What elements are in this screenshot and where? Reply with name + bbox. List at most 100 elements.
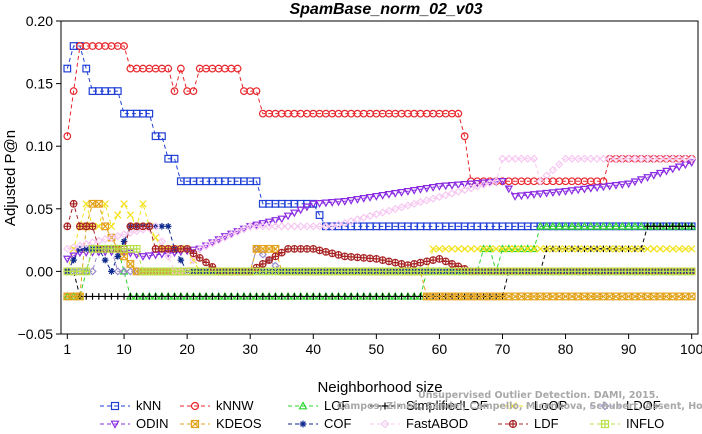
data-point bbox=[340, 252, 349, 261]
data-point bbox=[365, 194, 375, 202]
data-point bbox=[416, 186, 425, 194]
data-point bbox=[573, 221, 583, 230]
data-point bbox=[171, 293, 178, 300]
data-point bbox=[227, 293, 235, 300]
data-point bbox=[643, 174, 652, 182]
data-point bbox=[460, 185, 469, 195]
data-point bbox=[384, 206, 394, 215]
data-point bbox=[441, 245, 450, 253]
data-point bbox=[290, 209, 299, 218]
legend-marker bbox=[298, 401, 308, 410]
data-point bbox=[644, 223, 651, 230]
data-point bbox=[517, 154, 526, 163]
data-point bbox=[63, 244, 72, 254]
data-point bbox=[586, 154, 595, 163]
data-point bbox=[422, 196, 431, 205]
legend-label: LDF bbox=[534, 416, 559, 431]
data-point bbox=[688, 223, 695, 230]
data-point bbox=[139, 293, 147, 300]
data-point bbox=[611, 154, 621, 163]
x-tick-label: 40 bbox=[305, 341, 321, 357]
data-point bbox=[308, 200, 318, 209]
data-point bbox=[378, 208, 387, 217]
legend-marker bbox=[600, 419, 610, 429]
data-point bbox=[460, 267, 469, 276]
data-point bbox=[555, 245, 563, 253]
data-point bbox=[592, 221, 602, 230]
data-point bbox=[466, 180, 476, 189]
data-point bbox=[378, 192, 387, 200]
data-point bbox=[650, 245, 658, 253]
x-tick-label: 100 bbox=[680, 341, 702, 357]
data-point bbox=[296, 206, 305, 215]
x-tick-label: 90 bbox=[621, 341, 637, 357]
data-point bbox=[138, 253, 148, 261]
data-point bbox=[510, 154, 520, 163]
data-point bbox=[101, 256, 109, 264]
data-point bbox=[265, 293, 273, 300]
data-point bbox=[554, 221, 564, 230]
data-point bbox=[132, 222, 141, 231]
plot-frame bbox=[60, 20, 699, 335]
data-point bbox=[76, 292, 84, 301]
data-point bbox=[239, 224, 249, 234]
data-point bbox=[88, 267, 97, 276]
x-tick-label: 50 bbox=[369, 341, 385, 357]
data-point bbox=[151, 251, 160, 260]
data-point bbox=[366, 293, 374, 300]
data-point bbox=[687, 267, 696, 276]
data-point bbox=[454, 109, 463, 118]
data-point bbox=[656, 245, 664, 253]
data-point bbox=[353, 215, 362, 224]
data-point bbox=[548, 221, 558, 230]
data-point bbox=[605, 245, 614, 253]
data-point bbox=[151, 244, 160, 253]
data-point bbox=[416, 197, 425, 207]
data-point bbox=[108, 268, 115, 275]
data-point bbox=[548, 165, 558, 175]
data-point bbox=[101, 222, 110, 231]
data-point bbox=[327, 199, 337, 207]
data-point bbox=[416, 258, 425, 267]
legend-marker bbox=[380, 419, 390, 429]
data-point bbox=[599, 245, 608, 253]
data-point bbox=[631, 245, 639, 253]
data-point bbox=[447, 189, 457, 198]
data-point bbox=[108, 293, 115, 300]
legend-marker bbox=[190, 401, 200, 411]
data-point bbox=[359, 195, 369, 203]
data-point bbox=[303, 244, 311, 253]
data-point bbox=[126, 222, 135, 231]
data-point bbox=[189, 87, 198, 96]
data-point bbox=[100, 235, 110, 244]
data-point bbox=[656, 223, 664, 230]
data-point bbox=[473, 245, 481, 253]
data-point bbox=[466, 184, 476, 193]
data-point bbox=[504, 185, 514, 194]
data-point bbox=[221, 293, 229, 300]
data-point bbox=[492, 177, 501, 186]
data-point bbox=[359, 213, 368, 222]
legend-label: COF bbox=[324, 416, 352, 431]
legend-marker bbox=[508, 419, 518, 429]
data-point bbox=[573, 186, 583, 195]
data-point bbox=[127, 293, 134, 300]
data-point bbox=[580, 221, 589, 230]
data-point bbox=[567, 187, 577, 196]
data-point bbox=[580, 185, 589, 194]
data-point bbox=[523, 191, 533, 200]
data-point bbox=[202, 258, 210, 267]
data-point bbox=[302, 203, 312, 212]
data-point bbox=[283, 212, 293, 221]
data-point bbox=[555, 160, 564, 169]
data-point bbox=[258, 222, 267, 231]
data-point bbox=[119, 267, 129, 276]
data-point bbox=[403, 261, 412, 270]
series-line bbox=[67, 162, 692, 260]
data-point bbox=[561, 245, 570, 253]
data-point bbox=[101, 293, 109, 300]
data-point bbox=[561, 154, 570, 163]
x-tick-label: 70 bbox=[495, 341, 511, 357]
data-point bbox=[252, 222, 261, 231]
